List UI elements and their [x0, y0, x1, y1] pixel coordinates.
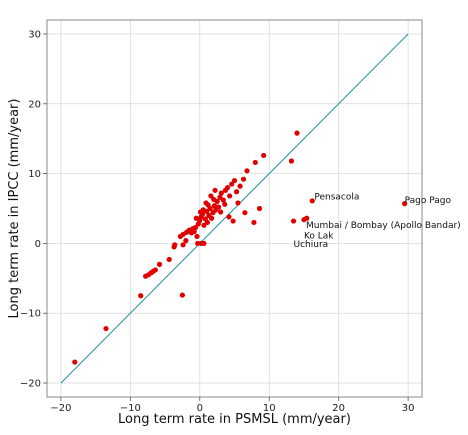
grid-lines [47, 20, 422, 397]
point-annotations: Pensacola Pago Pago Mumbai / Bombay (Apoll… [294, 192, 461, 249]
data-point [212, 187, 218, 193]
y-tick-label: −10 [20, 309, 41, 320]
data-point [218, 190, 224, 196]
data-point [152, 267, 158, 273]
point-annotation: Ko Lak [304, 232, 334, 242]
data-point [193, 224, 199, 230]
data-point [211, 203, 217, 209]
data-point [179, 292, 186, 298]
x-axis-label: Long term rate in PSMSL (mm/year) [118, 412, 351, 427]
data-point [208, 193, 214, 199]
data-point [402, 201, 408, 207]
data-point [204, 219, 211, 226]
data-point [156, 261, 163, 267]
data-point [227, 193, 233, 199]
data-point [103, 325, 109, 332]
data-point [180, 242, 186, 248]
data-point [172, 242, 178, 248]
data-point [226, 214, 232, 220]
data-point [201, 240, 207, 247]
data-point [242, 210, 248, 216]
data-point [211, 196, 217, 203]
y-tick-label: 20 [28, 99, 41, 110]
y-tick-labels: −20 −10 0 10 20 30 [20, 29, 47, 390]
data-point [220, 197, 226, 203]
data-point [224, 184, 231, 191]
data-point [208, 215, 215, 221]
data-point [183, 238, 189, 244]
x-tick-labels: −20 −10 0 10 20 30 [50, 397, 414, 414]
data-point [290, 218, 297, 224]
data-point [217, 194, 223, 200]
reference-line-group [60, 33, 409, 384]
x-tick-label: −20 [50, 403, 71, 414]
data-point [193, 215, 199, 221]
data-point [309, 198, 315, 204]
data-point [235, 200, 241, 206]
x-tick-label: −10 [120, 403, 141, 414]
data-point [294, 130, 300, 136]
data-point [288, 158, 295, 164]
data-point [244, 168, 250, 174]
x-tick-label: 20 [332, 403, 345, 414]
data-point [203, 200, 209, 206]
data-point [197, 209, 204, 215]
point-annotation: Pago Pago [405, 196, 452, 206]
data-point [237, 183, 243, 189]
data-point [251, 219, 257, 226]
data-point [191, 228, 197, 235]
y-tick-label: 0 [35, 239, 41, 250]
data-point [229, 181, 235, 187]
y-tick-label: 10 [28, 169, 41, 180]
data-point [301, 217, 307, 223]
y-axis-label: Long term rate in IPCC (mm/year) [7, 99, 22, 319]
data-point [138, 293, 144, 299]
data-point [231, 177, 238, 184]
data-point [233, 189, 240, 195]
data-point [230, 218, 236, 224]
reference-line [60, 33, 409, 384]
data-point [166, 256, 172, 263]
data-point [215, 204, 222, 210]
plot-frame [46, 19, 423, 398]
x-tick-label: 0 [197, 403, 203, 414]
x-tick-label: 30 [402, 403, 415, 414]
data-point [261, 152, 267, 159]
x-tick-label: 10 [263, 403, 276, 414]
point-annotation: Uchiura [294, 240, 329, 250]
point-annotation: Pensacola [314, 192, 359, 202]
data-point [240, 176, 247, 182]
data-point [252, 159, 258, 166]
y-tick-label: 30 [28, 29, 41, 40]
data-point [222, 201, 228, 207]
data-point [256, 205, 263, 212]
data-point [72, 359, 78, 365]
data-point [218, 209, 224, 215]
data-point [194, 233, 200, 240]
point-annotation: Mumbai / Bombay (Apollo Bandar) [306, 221, 461, 231]
data-point [201, 222, 207, 228]
y-tick-label: −20 [20, 379, 41, 390]
data-points [72, 130, 408, 365]
